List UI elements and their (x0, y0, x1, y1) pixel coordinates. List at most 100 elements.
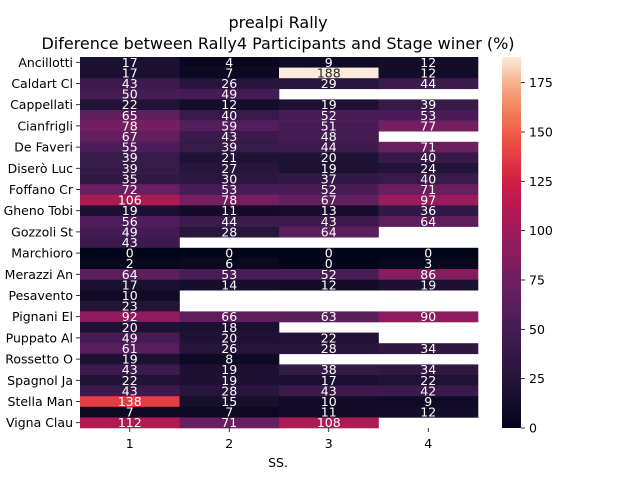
cell-value-label: 138 (118, 394, 142, 409)
cell-value-label: 77 (420, 118, 436, 133)
heatmap-cell (279, 364, 379, 376)
heatmap-cell (279, 279, 379, 291)
cell-value-label: 12 (321, 277, 337, 292)
heatmap-cell (179, 173, 280, 185)
cell-value-label: 49 (122, 330, 138, 345)
heatmap-cell (279, 311, 379, 323)
cell-value-label: 72 (122, 182, 138, 197)
heatmap-cell (378, 406, 479, 418)
colorbar-tick-label: 150 (529, 124, 553, 139)
cell-value-label: 97 (420, 193, 436, 208)
heatmap-cell (80, 226, 180, 238)
cell-value-label: 17 (321, 373, 337, 388)
heatmap-cell (279, 163, 379, 174)
colorbar-tick-label: 75 (529, 272, 545, 287)
cell-value-label: 52 (321, 182, 337, 197)
heatmap-cell (179, 375, 280, 386)
cell-value-label: 43 (122, 383, 138, 398)
cell-value-label: 22 (321, 330, 337, 345)
heatmap-cell (279, 216, 379, 227)
heatmap-cell (378, 57, 479, 68)
cell-value-label: 71 (420, 140, 436, 155)
heatmap-cell (179, 322, 280, 333)
x-axis-label: SS. (268, 455, 288, 470)
heatmap-cell (378, 258, 479, 270)
cell-value-label: 12 (420, 65, 436, 80)
cell-value-label: 51 (321, 118, 337, 133)
heatmap-cell (80, 237, 180, 249)
cell-value-label: 15 (221, 394, 237, 409)
y-tick-label: Vigna Clau (6, 415, 73, 430)
cell-value-label: 34 (420, 362, 436, 377)
y-tick-label: Cappellati (10, 97, 73, 112)
cell-value-label: 19 (420, 277, 436, 292)
heatmap-cell (279, 141, 379, 153)
cell-value-label: 0 (325, 246, 333, 261)
cell-value-label: 19 (221, 373, 237, 388)
cell-value-label: 13 (321, 203, 337, 218)
heatmap-cell (179, 406, 280, 418)
heatmap-cell (378, 173, 479, 185)
heatmap-cell (179, 279, 280, 291)
cell-value-label: 48 (321, 129, 337, 144)
cell-value-label: 7 (126, 405, 134, 420)
heatmap-cell (279, 269, 379, 280)
y-tick-label: Pignani El (12, 309, 73, 324)
heatmap-cell (378, 152, 479, 164)
colorbar-ticks: 0 25 50 75 100 125 150 175 (521, 75, 553, 436)
cell-value-label: 37 (321, 171, 337, 186)
heatmap-cell (179, 269, 280, 280)
heatmap-cell (80, 110, 180, 121)
y-tick-label: Gheno Tobi (4, 203, 73, 218)
cell-value-label: 71 (420, 182, 436, 197)
cell-value-label: 53 (221, 267, 237, 282)
heatmap-cell (179, 396, 280, 408)
heatmap-cell (279, 343, 379, 355)
heatmap-cell (279, 57, 379, 68)
cell-value-label: 66 (221, 309, 237, 324)
cell-value-label: 19 (221, 362, 237, 377)
cell-value-label: 10 (321, 394, 337, 409)
cell-value-label: 22 (420, 373, 436, 388)
cell-value-label: 17 (122, 277, 138, 292)
colorbar-tick-label: 125 (529, 174, 553, 189)
heatmap-cell (80, 99, 180, 111)
heatmap-cell (80, 57, 180, 68)
chart-subtitle: Diference between Rally4 Participants an… (41, 34, 514, 53)
cell-value-label: 43 (122, 235, 138, 250)
colorbar-tick-label: 50 (529, 322, 545, 337)
cell-value-label: 44 (420, 76, 436, 91)
heatmap-cell (179, 131, 280, 143)
heatmap-cell (378, 99, 479, 111)
cell-value-label: 67 (122, 129, 138, 144)
heatmap-cell (279, 67, 379, 79)
cell-value-label: 9 (424, 394, 432, 409)
y-tick-label: Puppato Al (6, 330, 73, 345)
cell-value-label: 39 (122, 161, 138, 176)
heatmap-cell (179, 152, 280, 164)
heatmap-cell (179, 99, 280, 111)
heatmap-cell (279, 173, 379, 185)
heatmap-cell (179, 205, 280, 217)
heatmap-cell (80, 290, 180, 302)
cell-value-label: 55 (122, 140, 138, 155)
y-tick-label: Pesavento (8, 288, 73, 303)
heatmap-cell (80, 173, 180, 185)
cell-value-label: 26 (221, 341, 237, 356)
heatmap-cell (378, 78, 479, 90)
heatmap-cell (179, 78, 280, 90)
heatmap-cell (80, 364, 180, 376)
y-tick-label: Merazzi An (5, 267, 73, 282)
cell-value-label: 78 (221, 193, 237, 208)
x-tick-label: 2 (225, 436, 233, 451)
cell-value-label: 40 (420, 171, 436, 186)
cell-value-label: 20 (221, 330, 237, 345)
y-tick-label: Gozzoli St (11, 224, 73, 239)
cell-value-label: 30 (221, 171, 237, 186)
cell-value-label: 50 (122, 87, 138, 102)
heatmap-cell (279, 258, 379, 270)
cell-value-label: 23 (122, 299, 138, 314)
y-tick-label: Rossetto O (5, 352, 73, 367)
heatmap-cell (378, 110, 479, 121)
